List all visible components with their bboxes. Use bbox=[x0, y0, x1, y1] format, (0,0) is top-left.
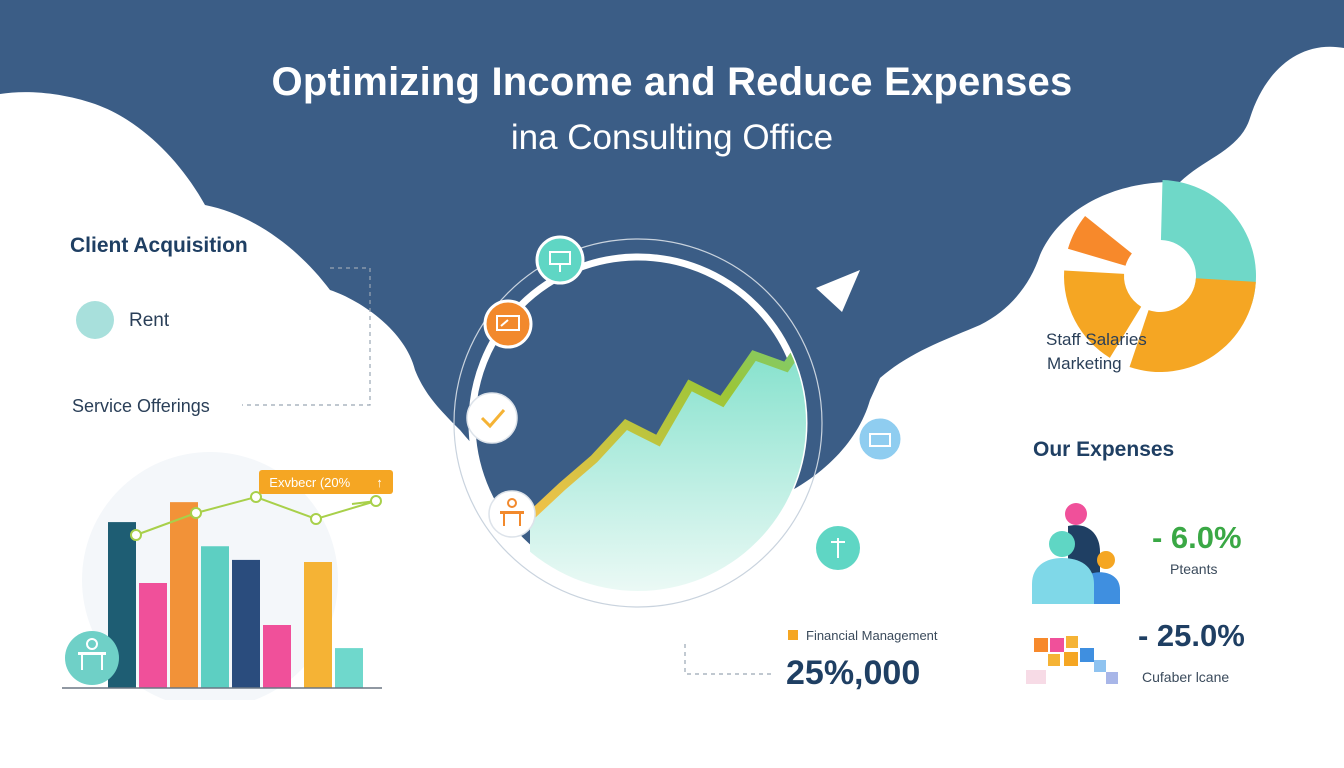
income-bar-chart bbox=[62, 452, 382, 700]
checkmark-icon bbox=[466, 392, 518, 444]
presentation-icon bbox=[535, 235, 585, 285]
donut-slice bbox=[1064, 270, 1142, 358]
expense-change-label: Pteants bbox=[1170, 561, 1218, 577]
callout-text: Exvbecr (20% bbox=[269, 474, 351, 490]
trend-point bbox=[370, 495, 382, 507]
bar bbox=[170, 502, 198, 688]
rent-legend-dot bbox=[76, 301, 114, 339]
people-icon bbox=[1032, 503, 1120, 604]
trend-point bbox=[130, 529, 142, 541]
donut-label-marketing: Marketing bbox=[1047, 354, 1122, 373]
client-acquisition-heading: Client Acquisition bbox=[70, 234, 248, 257]
bar bbox=[139, 583, 167, 688]
left-connector-lines bbox=[242, 267, 371, 406]
donut-label-staff-salaries: Staff Salaries bbox=[1046, 330, 1147, 349]
trend-point bbox=[310, 513, 322, 525]
page-subtitle: ina Consulting Office bbox=[510, 118, 834, 157]
expenses-donut-chart bbox=[1064, 180, 1256, 372]
growth-arrow-head bbox=[816, 270, 860, 312]
financial-connector bbox=[684, 644, 775, 675]
our-expenses-heading: Our Expenses bbox=[1033, 438, 1175, 461]
bar bbox=[232, 559, 260, 688]
bar bbox=[304, 562, 332, 688]
bar bbox=[263, 625, 291, 688]
desk-badge-icon bbox=[65, 631, 119, 685]
financial-management-label: Financial Management bbox=[806, 628, 938, 643]
chart-board-icon bbox=[483, 299, 533, 349]
trend-point bbox=[190, 507, 202, 519]
desk-icon bbox=[488, 490, 536, 538]
page-title: Optimizing Income and Reduce Expenses bbox=[271, 60, 1073, 104]
service-offerings-label: Service Offerings bbox=[72, 396, 210, 416]
expense-callout-badge: Exvbecr (20% ↑ bbox=[259, 470, 393, 494]
blocks-icon bbox=[1026, 636, 1118, 684]
expense-change-value: - 6.0% bbox=[1152, 520, 1242, 555]
donut-slice bbox=[1067, 215, 1132, 266]
pin-icon bbox=[816, 526, 860, 570]
rent-legend-label: Rent bbox=[129, 310, 170, 331]
donut-slice bbox=[1160, 180, 1256, 304]
up-arrow-icon: ↑ bbox=[376, 474, 383, 490]
expense-change-label: Cufaber lcane bbox=[1142, 669, 1230, 685]
outer-orbit-ring bbox=[453, 238, 823, 608]
folder-icon bbox=[856, 415, 904, 463]
expense-change-value: - 25.0% bbox=[1138, 618, 1245, 653]
trend-point bbox=[250, 491, 262, 503]
financial-management-value: 25%,000 bbox=[786, 654, 921, 692]
bar bbox=[335, 648, 363, 688]
donut-slice bbox=[1129, 278, 1256, 372]
bar bbox=[201, 546, 229, 688]
financial-marker bbox=[788, 630, 798, 640]
growth-circle-graphic bbox=[453, 235, 904, 608]
